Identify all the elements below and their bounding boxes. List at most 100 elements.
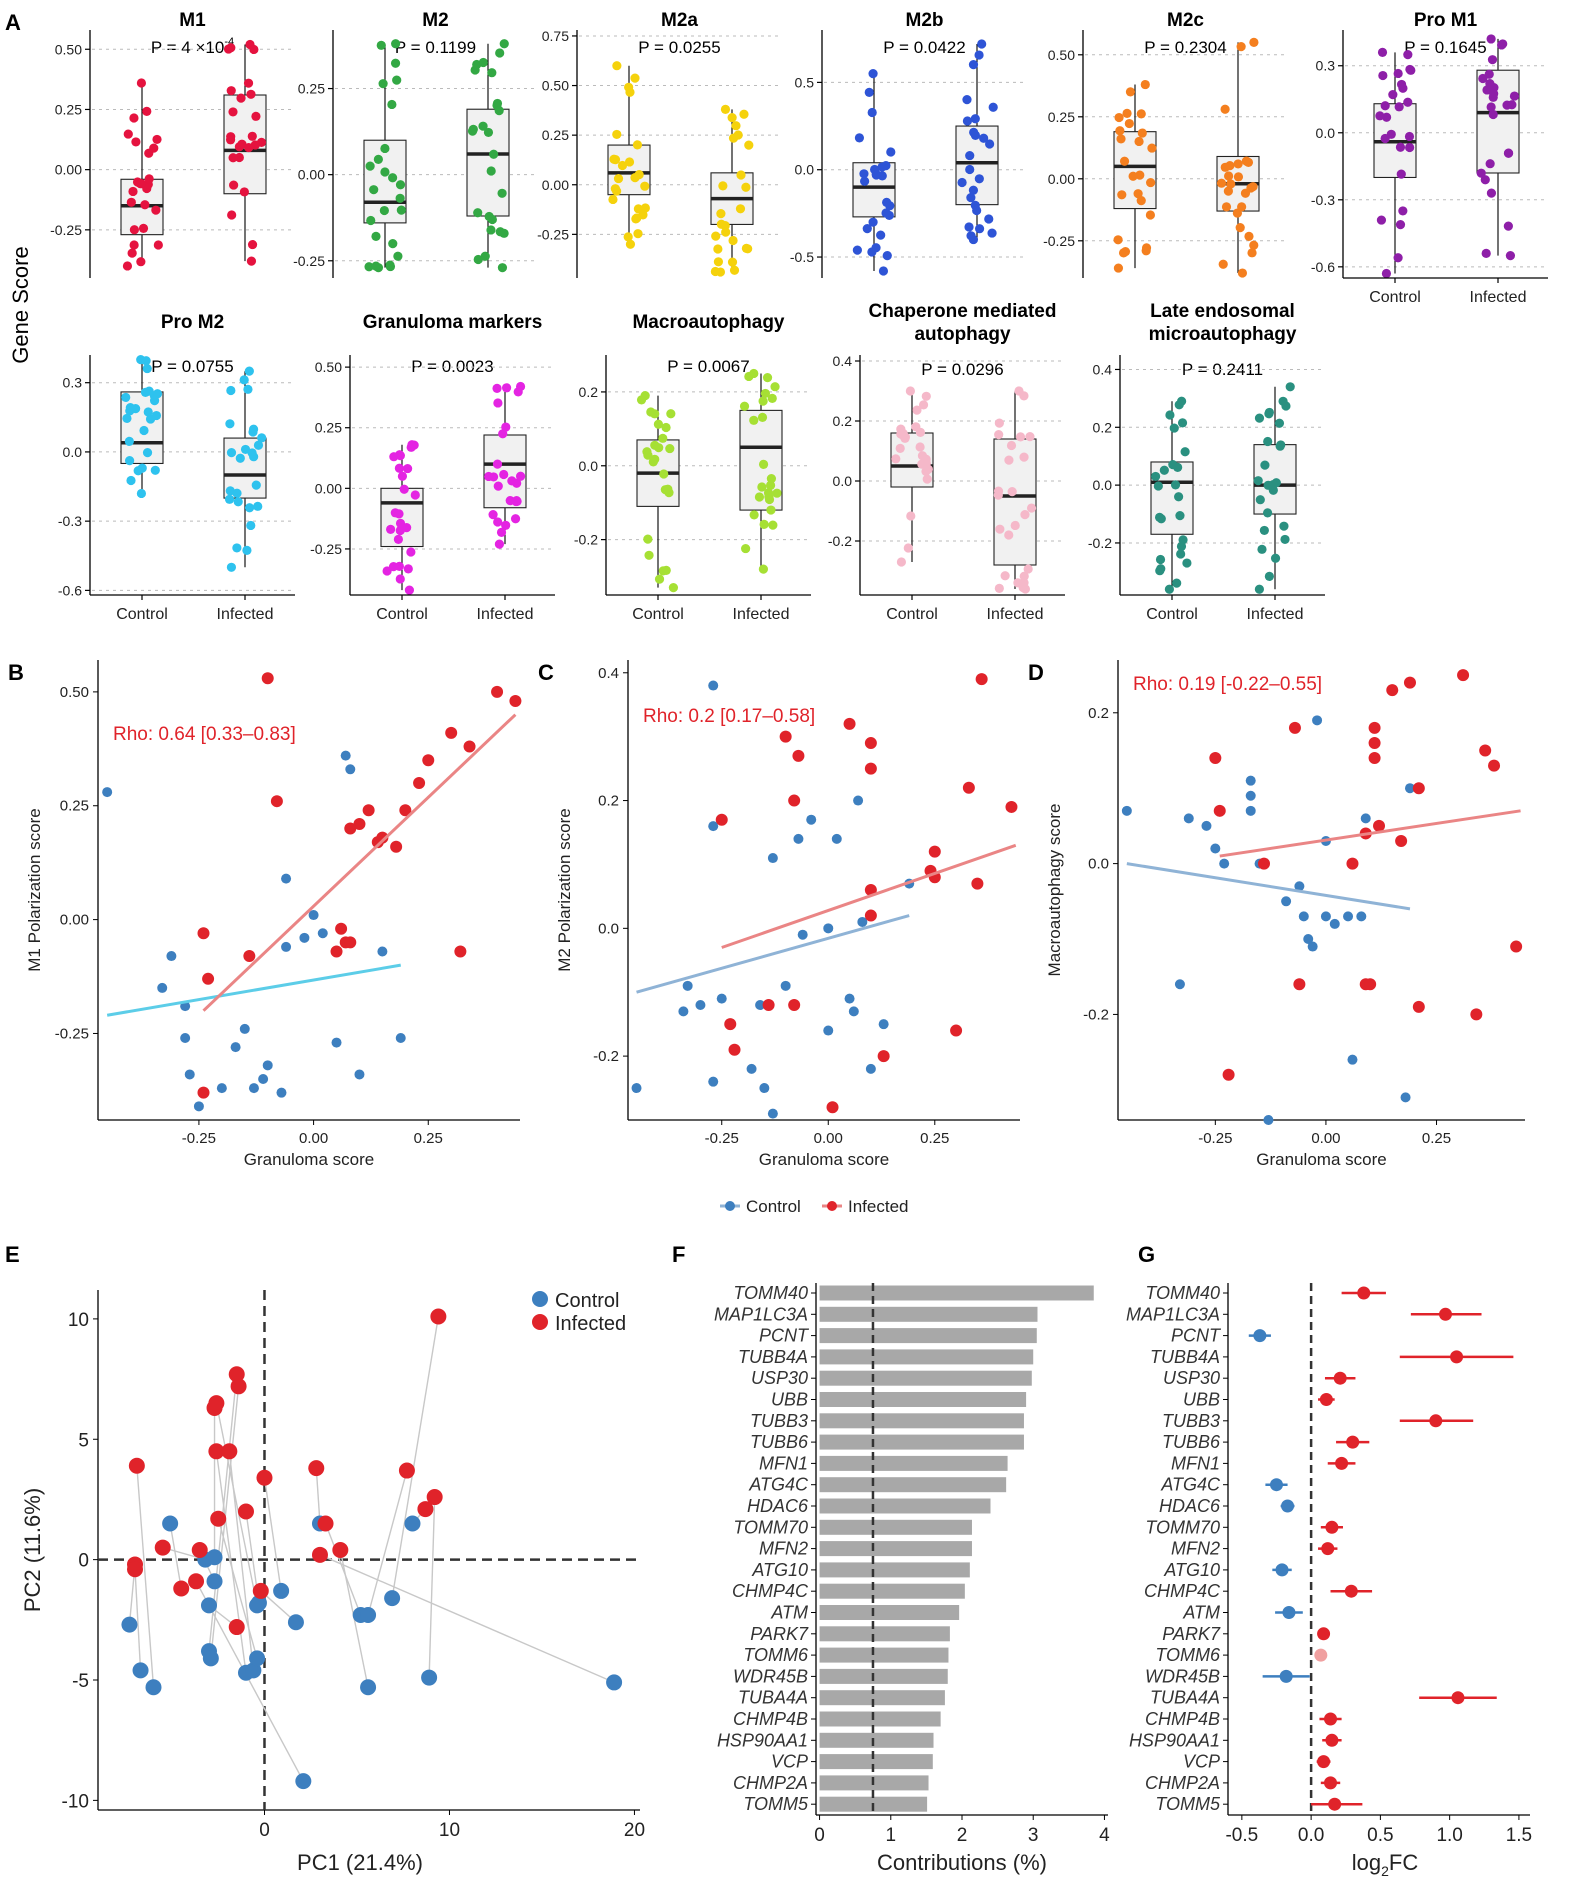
y-tick-label: 0.00 (542, 177, 569, 193)
data-point (251, 111, 261, 121)
y-tick-label: 0.2 (1088, 705, 1109, 722)
control-point (793, 833, 804, 844)
y-axis-label: M2 Polarization score (555, 808, 574, 971)
y-tick-label: 0.0 (579, 458, 599, 474)
box (993, 438, 1037, 566)
data-point (713, 257, 724, 267)
panel-a-ylabel: Gene Score (8, 246, 33, 363)
control-point (823, 923, 834, 934)
control-point (317, 928, 328, 939)
data-point (385, 260, 395, 270)
contribution-bar (819, 1455, 1008, 1471)
x-tick-label: Control (1146, 606, 1198, 623)
data-point (718, 181, 728, 191)
infected-point (877, 1050, 890, 1063)
control-point (682, 980, 693, 991)
data-point (493, 481, 503, 491)
estimate-point (1314, 1648, 1328, 1662)
boxplot-pvalue: P = 0.0422 (883, 38, 965, 57)
data-point (397, 471, 408, 481)
data-point (121, 392, 131, 403)
estimate-point (1325, 1733, 1339, 1747)
data-point (617, 160, 628, 171)
rho-annotation: Rho: 0.2 [0.17–0.58] (643, 706, 815, 727)
data-point (612, 129, 622, 140)
data-point (757, 482, 767, 492)
control-regression-line (106, 963, 401, 1017)
gene-label: CHMP4C (732, 1581, 809, 1601)
control-point (1303, 934, 1314, 945)
data-point (225, 419, 235, 429)
data-point (480, 251, 490, 261)
control-point (1281, 896, 1292, 907)
data-point (632, 140, 643, 150)
infected-point (197, 927, 210, 940)
gene-label: USP30 (751, 1368, 808, 1388)
data-point (964, 222, 974, 232)
panel-e-pca: E 10 5 0 -5 -10 0 10 20 PC1 (21.4%) PC2 (11.6%) (5, 1242, 645, 1875)
data-point (736, 170, 746, 180)
control-regression-line (1126, 862, 1411, 911)
infected-point (1403, 676, 1416, 689)
infected-point (252, 1582, 269, 1599)
data-point (1253, 476, 1263, 486)
contribution-bar (819, 1690, 945, 1706)
x-tick-label: Control (1369, 289, 1421, 306)
data-point (1178, 535, 1188, 545)
data-point (739, 401, 750, 411)
data-point (136, 78, 147, 88)
control-point (695, 1000, 706, 1010)
control-point (1245, 790, 1256, 801)
infected-point (191, 1542, 208, 1558)
data-point (244, 366, 254, 376)
control-point (1312, 715, 1323, 726)
data-point (483, 127, 494, 138)
control-point (145, 1679, 162, 1696)
infected-point (311, 1546, 328, 1563)
data-point (754, 492, 765, 502)
data-point (1169, 423, 1179, 433)
data-point (125, 403, 135, 413)
x-tick-label: Control (886, 606, 938, 623)
infected-point (344, 936, 357, 949)
control-point (202, 1650, 219, 1667)
data-point (410, 490, 420, 500)
control-point (184, 1069, 195, 1080)
infected-point (430, 1308, 447, 1325)
data-point (765, 480, 776, 491)
data-point (149, 143, 159, 153)
data-point (373, 154, 383, 164)
panel-label: F (672, 1242, 685, 1267)
pair-link (391, 1316, 440, 1599)
control-point (1307, 941, 1318, 952)
data-point (625, 87, 635, 97)
infected-point (270, 795, 283, 808)
infected-point (1395, 834, 1408, 847)
data-point (142, 447, 153, 458)
data-point (129, 240, 139, 250)
y-tick-label: -0.25 (310, 541, 342, 557)
infected-point (779, 730, 792, 743)
infected-point (154, 1539, 171, 1556)
infected-point (197, 1086, 210, 1099)
data-point (1487, 55, 1498, 65)
estimate-point (1253, 1329, 1267, 1343)
data-point (1023, 564, 1033, 574)
data-point (1221, 202, 1232, 212)
e-legend-control-label: Control (555, 1290, 619, 1312)
y-axis-label: Macroautophagy score (1045, 804, 1064, 977)
data-point (966, 192, 976, 203)
data-point (142, 363, 152, 374)
infected-point (317, 1515, 334, 1532)
data-point (1488, 109, 1498, 120)
control-point (767, 853, 778, 864)
x-tick-label: 1 (885, 1825, 896, 1846)
contribution-bar (819, 1285, 1094, 1301)
gene-label: PCNT (759, 1326, 810, 1346)
estimate-point (1328, 1797, 1342, 1811)
gene-label: CHMP2A (733, 1773, 808, 1793)
legend-control-label: Control (746, 1197, 801, 1216)
data-point (1000, 571, 1010, 581)
contribution-bar (819, 1605, 960, 1620)
y-tick-label: -10 (62, 1791, 89, 1812)
